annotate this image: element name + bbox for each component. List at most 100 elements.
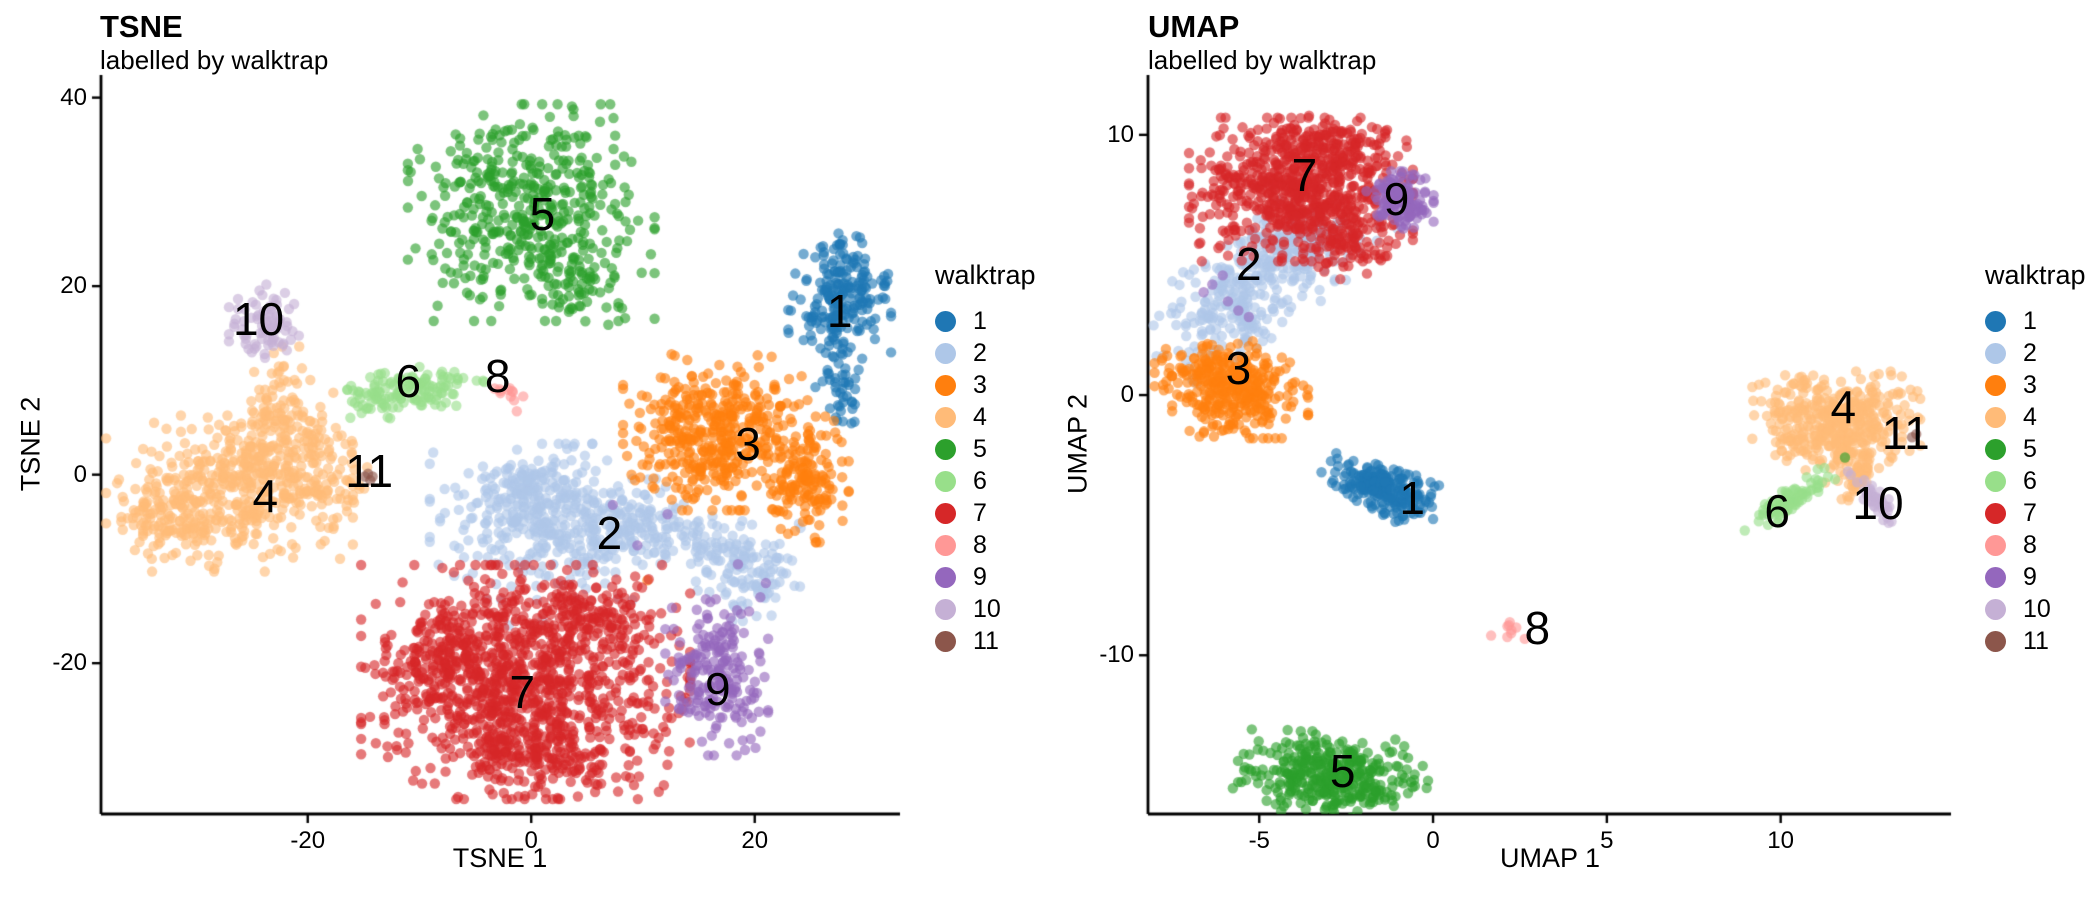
legend-item[interactable]: 6 (1985, 465, 2100, 497)
legend-color-swatch (935, 310, 956, 332)
legend-item[interactable]: 5 (1985, 433, 2100, 465)
cluster-label: 8 (1524, 602, 1551, 655)
legend-item-label: 1 (2023, 306, 2037, 335)
cluster-label: 6 (395, 355, 422, 408)
umap-x-axis-title: UMAP 1 (1499, 843, 1601, 873)
cluster-label: 2 (1236, 237, 1262, 290)
y-tick-label: 0 (1120, 381, 1134, 409)
tsne-x-axis-title: TSNE 1 (452, 843, 548, 873)
cluster-label: 10 (232, 292, 285, 345)
cluster-label: 9 (705, 662, 731, 715)
x-tick-label: -20 (290, 827, 326, 854)
legend-color-swatch (1985, 342, 2006, 364)
cluster-label: 1 (1399, 472, 1425, 525)
cluster-label: 3 (1225, 341, 1252, 394)
legend-item-label: 3 (2023, 370, 2037, 399)
legend-color-swatch (935, 470, 956, 492)
legend-color-swatch (1985, 406, 2006, 428)
legend-item[interactable]: 6 (935, 465, 1085, 497)
y-tick-label: -20 (52, 649, 87, 677)
legend-color-swatch (935, 502, 956, 524)
cluster-label: 3 (735, 417, 761, 470)
legend-color-swatch (1985, 310, 2006, 332)
cluster-label: 11 (1881, 406, 1930, 459)
legend-item-label: 7 (973, 498, 987, 527)
legend-color-swatch (1985, 502, 2006, 524)
tsne-legend-items: 1 2 3 4 5 6 7 8 9 10 11 (935, 305, 1085, 657)
umap-y-axis-title: UMAP 2 (1062, 393, 1093, 495)
legend-item-label: 8 (973, 530, 987, 559)
legend-item-label: 5 (2023, 434, 2037, 463)
legend-item-label: 1 (973, 306, 987, 335)
legend-color-swatch (1985, 566, 2006, 588)
legend-color-swatch (935, 630, 956, 652)
umap-legend-title: walktrap (1985, 260, 2086, 290)
legend-item-label: 4 (2023, 402, 2037, 431)
legend-item[interactable]: 4 (1985, 401, 2100, 433)
cluster-label: 10 (1852, 477, 1904, 530)
cluster-label: 5 (529, 188, 556, 241)
cluster-label: 8 (484, 349, 511, 402)
legend-item[interactable]: 4 (935, 401, 1085, 433)
legend-item-label: 10 (973, 594, 1001, 623)
tsne-panel-subtitle: labelled by walktrap (100, 45, 329, 75)
legend-item-label: 5 (973, 434, 987, 463)
x-tick-label: 10 (1767, 827, 1795, 854)
legend-item[interactable]: 7 (1985, 497, 2100, 529)
legend-item[interactable]: 7 (935, 497, 1085, 529)
legend-item-label: 7 (2023, 498, 2037, 527)
legend-color-swatch (1985, 470, 2006, 492)
legend-item[interactable]: 2 (1985, 337, 2100, 369)
legend-color-swatch (935, 374, 956, 396)
legend-color-swatch (1985, 438, 2006, 460)
legend-color-swatch (1985, 598, 2006, 620)
legend-item[interactable]: 11 (935, 625, 1085, 657)
legend-item[interactable]: 9 (935, 561, 1085, 593)
legend-item[interactable]: 3 (935, 369, 1085, 401)
cluster-label: 11 (345, 444, 394, 497)
legend-color-swatch (935, 566, 956, 588)
x-tick-label: 20 (741, 827, 769, 854)
legend-item-label: 11 (2023, 626, 2049, 655)
tsne-legend-title: walktrap (935, 260, 1036, 290)
umap-panel-subtitle: labelled by walktrap (1148, 45, 1377, 75)
x-tick-label: -5 (1248, 827, 1270, 854)
legend-item-label: 4 (973, 402, 987, 431)
legend-color-swatch (935, 342, 956, 364)
legend-item[interactable]: 9 (1985, 561, 2100, 593)
x-tick-label: 0 (1426, 827, 1440, 854)
legend-item[interactable]: 8 (1985, 529, 2100, 561)
cluster-label: 1 (826, 284, 853, 337)
legend-color-swatch (935, 534, 956, 556)
legend-item[interactable]: 5 (935, 433, 1085, 465)
legend-item[interactable]: 10 (935, 593, 1085, 625)
legend-item[interactable]: 2 (935, 337, 1085, 369)
legend-item-label: 9 (973, 562, 987, 591)
cluster-label: 7 (1291, 149, 1318, 202)
tsne-legend: walktrap 1 2 3 4 5 6 7 8 9 10 11 (935, 260, 1085, 657)
legend-color-swatch (935, 406, 956, 428)
cluster-label: 4 (252, 470, 279, 523)
legend-item[interactable]: 8 (935, 529, 1085, 561)
umap-legend-items: 1 2 3 4 5 6 7 8 9 10 11 (1985, 305, 2100, 657)
legend-item-label: 10 (2023, 594, 2051, 623)
legend-color-swatch (1985, 534, 2006, 556)
legend-item[interactable]: 11 (1985, 625, 2100, 657)
cluster-label: 9 (1383, 172, 1410, 225)
legend-color-swatch (935, 598, 956, 620)
y-tick-label: 40 (60, 83, 87, 111)
cluster-label: 5 (1329, 745, 1356, 798)
legend-item[interactable]: 3 (1985, 369, 2100, 401)
legend-item-label: 11 (973, 626, 999, 655)
cluster-label: 2 (596, 506, 623, 559)
x-tick-label: 5 (1600, 827, 1614, 854)
legend-item[interactable]: 1 (935, 305, 1085, 337)
y-tick-label: 10 (1107, 120, 1134, 148)
y-tick-label: 0 (73, 460, 87, 488)
y-tick-label: -10 (1099, 641, 1134, 669)
legend-item[interactable]: 10 (1985, 593, 2100, 625)
x-tick-label: 0 (524, 827, 538, 854)
cluster-label: 7 (509, 666, 536, 719)
legend-item[interactable]: 1 (1985, 305, 2100, 337)
